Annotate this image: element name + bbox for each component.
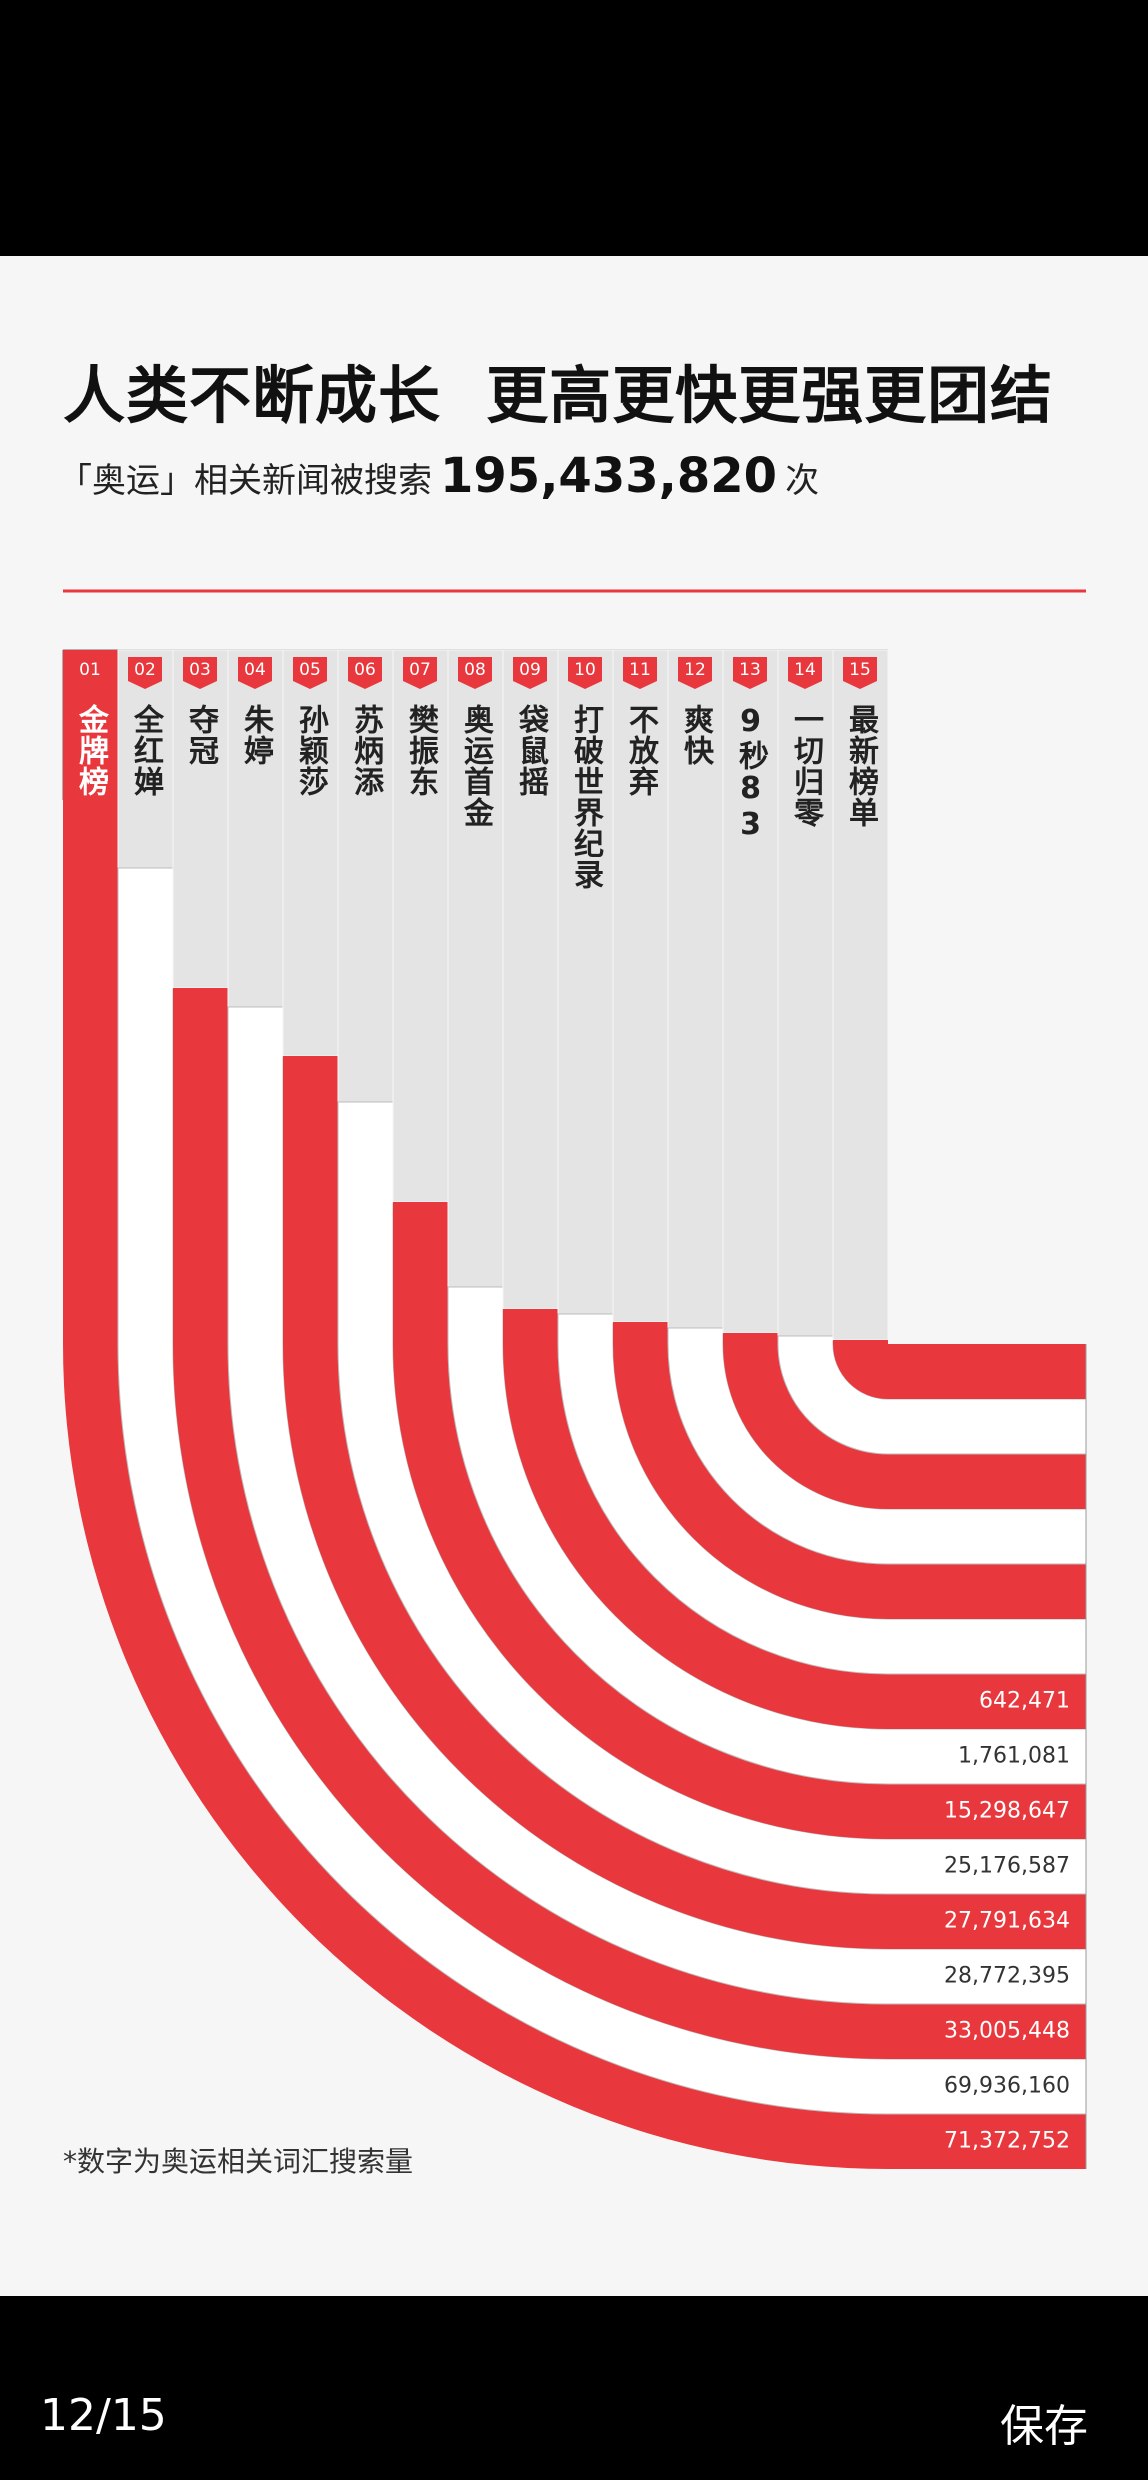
- column-bg: [447, 649, 504, 1288]
- item-name: 9秒83: [733, 704, 768, 843]
- column-bg: [777, 649, 834, 1337]
- rank-tag: [293, 657, 327, 689]
- rank-tag: [238, 657, 272, 689]
- rank-label: 07: [409, 660, 431, 680]
- rank-label: 01: [79, 660, 101, 680]
- value-label: 642,471: [979, 1689, 1070, 1714]
- item-name: 金牌榜: [73, 704, 108, 797]
- rank-label: 06: [354, 660, 376, 680]
- column-bg: [337, 649, 394, 1103]
- item-name: 苏炳添: [348, 704, 383, 797]
- rank-label: 13: [739, 660, 761, 680]
- total: 195,433,820: [440, 448, 778, 504]
- item-name: 朱婷: [238, 704, 273, 766]
- subtitle-prefix: 「奥运」相关新闻被搜索: [58, 461, 432, 501]
- item-name: 奥运首金: [458, 704, 493, 828]
- rank-label: 04: [244, 660, 266, 680]
- item-name: 爽快: [678, 704, 713, 766]
- column-bg: [282, 649, 339, 1057]
- value-label: 71,372,752: [944, 2129, 1070, 2154]
- rank-label: 03: [189, 660, 211, 680]
- rank-tag: [403, 657, 437, 689]
- subtitle-suffix: 次: [785, 461, 820, 501]
- value-label: 15,298,647: [944, 1799, 1070, 1824]
- rank-tag: [348, 657, 382, 689]
- red-strip: [613, 1322, 1086, 1619]
- rank-tag: [513, 657, 547, 689]
- value-label: 69,936,160: [944, 2074, 1070, 2099]
- rank-label: 08: [464, 660, 486, 680]
- rank-tag: [843, 657, 877, 689]
- value-label: 33,005,448: [944, 2019, 1070, 2044]
- rank-tag: [568, 657, 602, 689]
- save-button[interactable]: 保存: [1000, 2401, 1088, 2452]
- item-name: 不放弃: [623, 704, 658, 797]
- red-strip: [723, 1333, 1086, 1509]
- rank-label: 02: [134, 660, 156, 680]
- rank-tag: [73, 657, 107, 689]
- rank-tag: [678, 657, 712, 689]
- rank-label: 15: [849, 660, 871, 680]
- rank-tag: [623, 657, 657, 689]
- rank-label: 09: [519, 660, 541, 680]
- column-bg: [392, 649, 449, 1203]
- title: 人类不断成长 更高更快更强更团结: [63, 359, 1054, 432]
- red-strip: [283, 1056, 1086, 1949]
- item-name: 全红婵: [128, 704, 163, 797]
- rank-tag: [128, 657, 162, 689]
- rank-label: 12: [684, 660, 706, 680]
- page-counter: 12/15: [40, 2390, 167, 2441]
- rank-label: 11: [629, 660, 651, 680]
- item-name: 一切归零: [788, 704, 823, 828]
- rank-tag: [458, 657, 492, 689]
- column-bg: [832, 649, 889, 1341]
- item-name: 袋鼠摇: [513, 704, 548, 797]
- column-bg: [557, 649, 614, 1315]
- rank-tag: [733, 657, 767, 689]
- value-label: 1,761,081: [958, 1744, 1070, 1769]
- rank-tag: [788, 657, 822, 689]
- item-name: 孙颖莎: [293, 704, 328, 797]
- rank-label: 14: [794, 660, 816, 680]
- rank-label: 10: [574, 660, 596, 680]
- red-strip: [503, 1309, 1086, 1729]
- item-name: 最新榜单: [843, 704, 878, 828]
- red-strip: [393, 1202, 1086, 1839]
- red-strip: [173, 988, 1086, 2059]
- subtitle: 「奥运」相关新闻被搜索 195,433,820 次: [58, 448, 819, 504]
- column-bg: [172, 649, 229, 989]
- item-name: 打破世界纪录: [568, 704, 603, 890]
- rank-tag: [183, 657, 217, 689]
- red-strip: [833, 1340, 1086, 1399]
- column-bg: [612, 649, 669, 1323]
- column-bg: [502, 649, 559, 1310]
- value-label: 28,772,395: [944, 1964, 1070, 1989]
- rank-label: 05: [299, 660, 321, 680]
- item-name: 樊振东: [403, 704, 438, 797]
- column-bg: [667, 649, 724, 1329]
- value-label: 27,791,634: [944, 1909, 1070, 1934]
- value-label: 25,176,587: [944, 1854, 1070, 1879]
- footnote: *数字为奥运相关词汇搜索量: [63, 2145, 414, 2178]
- item-name: 夺冠: [183, 704, 218, 766]
- column-bg: [722, 649, 779, 1334]
